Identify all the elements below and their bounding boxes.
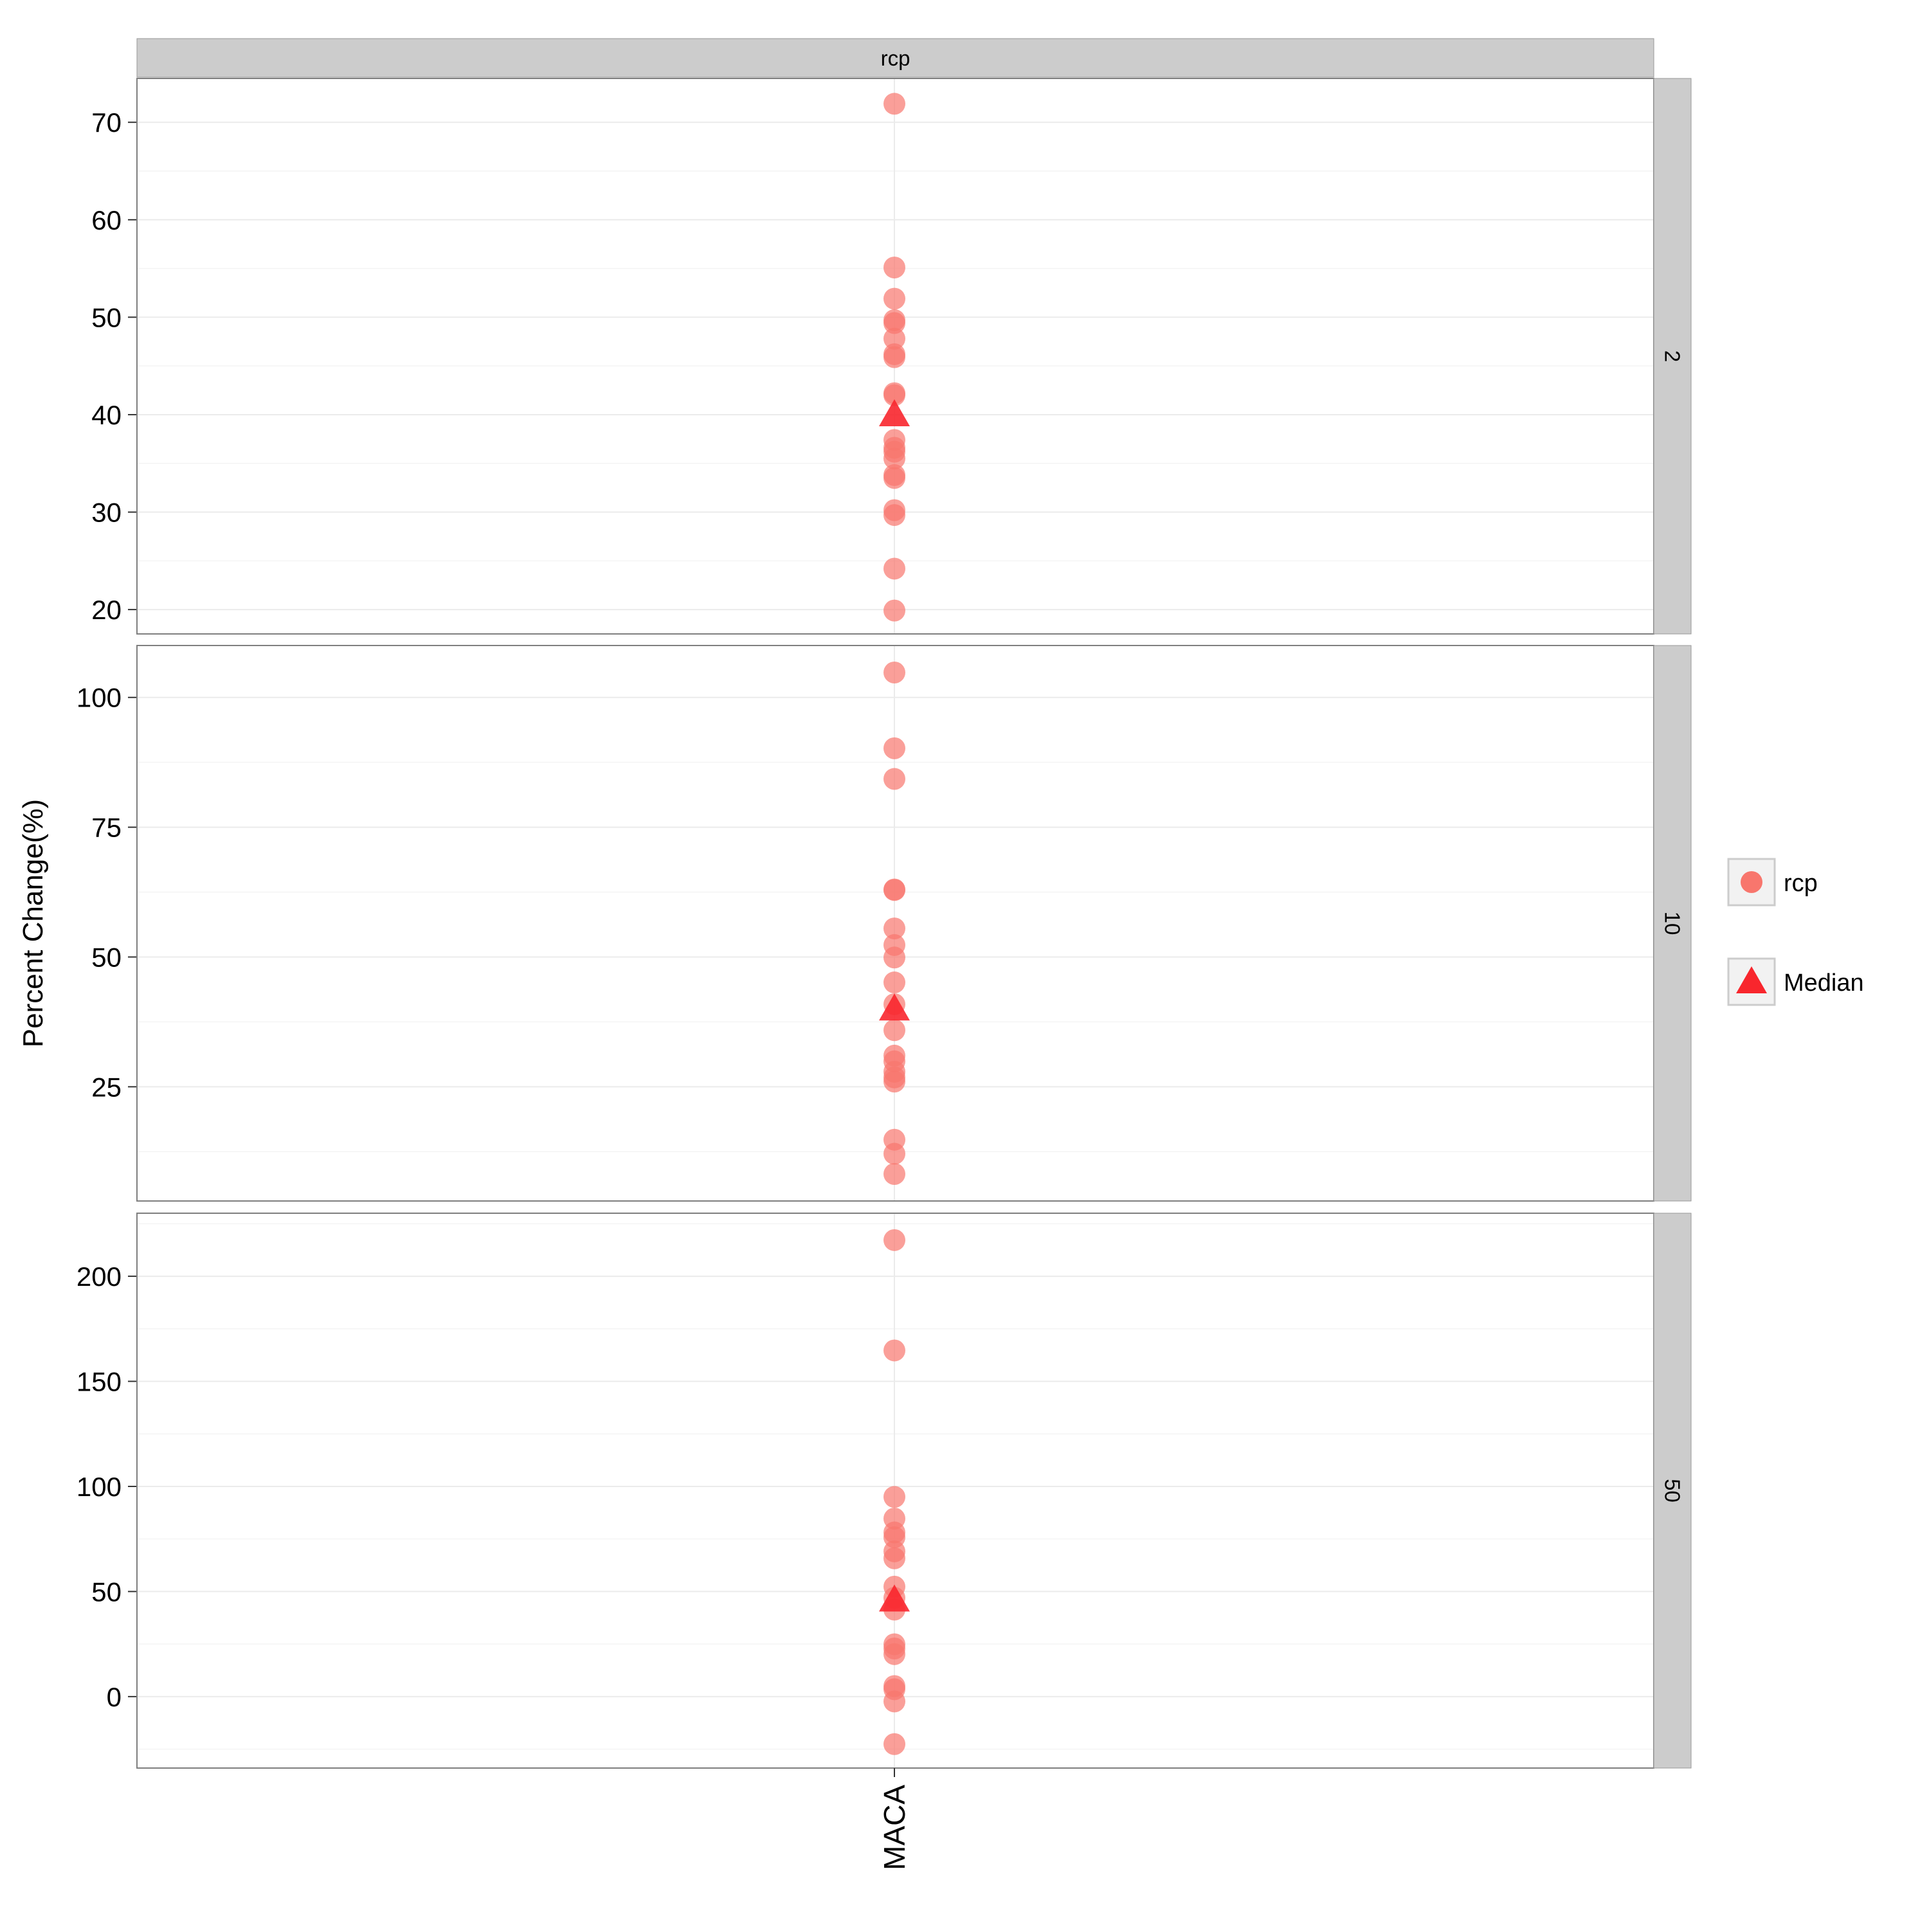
panel-3-rcp-point-18 bbox=[883, 1733, 905, 1755]
panel-2-rcp-point-16 bbox=[883, 1070, 905, 1093]
panel-3-rcp-point-14 bbox=[883, 1643, 905, 1665]
panel-3-ytick-label-5: 200 bbox=[77, 1261, 122, 1292]
panel-1-rcp-point-6 bbox=[883, 327, 905, 350]
panel-1-ytick-label-3: 40 bbox=[91, 400, 122, 430]
panel-2-rcp-point-19 bbox=[883, 1163, 905, 1186]
panel-1-strip bbox=[1653, 78, 1692, 635]
xtick-label-maca: MACA bbox=[878, 1785, 911, 1870]
panel-2-ytick-label-4: 100 bbox=[77, 683, 122, 713]
panel-2-rcp-point-11 bbox=[883, 1019, 905, 1042]
panel-2-rcp-point-1 bbox=[883, 661, 905, 683]
panel-1-rcp-point-10 bbox=[883, 384, 905, 406]
panel-3-ytick-label-4: 150 bbox=[77, 1367, 122, 1397]
panel-1-rcp-point-16 bbox=[883, 467, 905, 489]
panel-3-ytick-label-1: 0 bbox=[107, 1682, 122, 1712]
panel-2-ytick-label-2: 50 bbox=[91, 942, 122, 972]
panel-1-rcp-point-1 bbox=[883, 93, 905, 115]
panel-3-rcp-point-17 bbox=[883, 1690, 905, 1713]
panel-2-ytick-label-1: 25 bbox=[91, 1072, 122, 1102]
panel-2-strip bbox=[1653, 645, 1692, 1202]
legend-median-symbol bbox=[1736, 966, 1767, 993]
legend-label-rcp: rcp bbox=[1784, 870, 1818, 897]
panel-1-ytick-label-1: 20 bbox=[91, 595, 122, 625]
panel-1-strip-label: 2 bbox=[1661, 350, 1685, 362]
panel-3-median-marker bbox=[879, 1584, 910, 1612]
panel-2-rcp-point-9 bbox=[883, 971, 905, 994]
legend-label-median: Median bbox=[1784, 970, 1864, 997]
panel-2-rcp-point-6 bbox=[883, 917, 905, 940]
panel-3-strip-label: 50 bbox=[1661, 1479, 1685, 1503]
y-axis-label: Percent Change(%) bbox=[17, 799, 49, 1047]
panel-1-rcp-point-5 bbox=[883, 312, 905, 334]
panel-1-ytick-label-4: 50 bbox=[91, 302, 122, 332]
panel-3-rcp-point-3 bbox=[883, 1486, 905, 1508]
panel-2-rcp-point-18 bbox=[883, 1142, 905, 1165]
facet-strip-top bbox=[136, 38, 1654, 78]
panel-2-ytick-label-3: 75 bbox=[91, 813, 122, 843]
panel-2-strip-label: 10 bbox=[1661, 912, 1685, 935]
panel-1-ytick-label-5: 60 bbox=[91, 205, 122, 235]
panel-3-rcp-point-8 bbox=[883, 1547, 905, 1569]
panel-1-rcp-point-8 bbox=[883, 346, 905, 368]
panel-3-rcp-point-2 bbox=[883, 1339, 905, 1362]
panel-3-ytick-label-3: 100 bbox=[77, 1472, 122, 1502]
panel-1-ytick-label-6: 70 bbox=[91, 107, 122, 138]
legend-rcp-symbol bbox=[1741, 871, 1762, 893]
panel-1-rcp-point-2 bbox=[883, 257, 905, 279]
panel-2-median-marker bbox=[879, 993, 910, 1021]
panel-2-rcp-point-3 bbox=[883, 768, 905, 790]
panel-1-rcp-point-14 bbox=[883, 447, 905, 470]
panel-1-rcp-point-20 bbox=[883, 599, 905, 622]
panel-1-rcp-point-18 bbox=[883, 504, 905, 527]
panel-1-ytick-label-2: 30 bbox=[91, 498, 122, 528]
facet-strip-top-label: rcp bbox=[881, 46, 910, 70]
panel-2-rcp-point-8 bbox=[883, 946, 905, 969]
panel-2-rcp-point-5 bbox=[883, 879, 905, 901]
panel-3-rcp-point-1 bbox=[883, 1229, 905, 1251]
panel-2-rcp-point-2 bbox=[883, 737, 905, 759]
panel-1-rcp-point-19 bbox=[883, 557, 905, 580]
panel-1-rcp-point-3 bbox=[883, 287, 905, 310]
panel-3-strip bbox=[1653, 1213, 1692, 1769]
panel-3-ytick-label-2: 50 bbox=[91, 1576, 122, 1607]
panel-1-median-marker bbox=[879, 399, 910, 426]
